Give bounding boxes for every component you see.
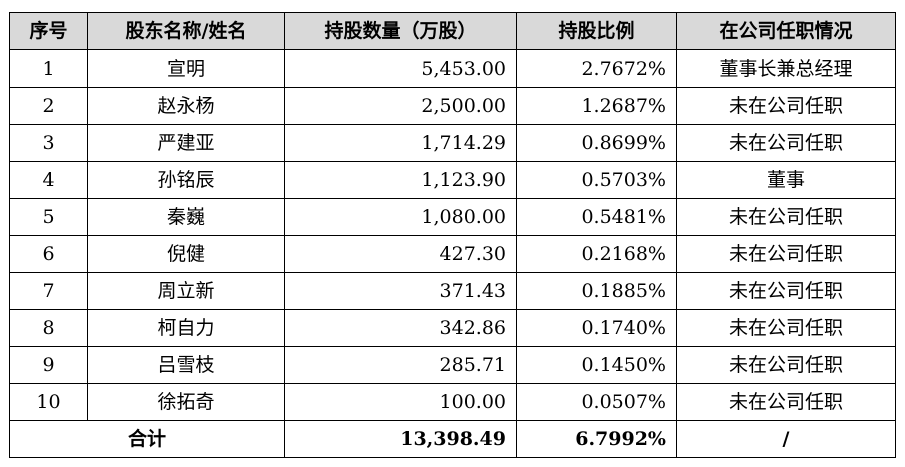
cell-ratio: 0.8699% xyxy=(516,124,677,162)
shareholder-table: 序号 股东名称/姓名 持股数量（万股） 持股比例 在公司任职情况 1 宣明 5,45… xyxy=(9,12,896,458)
cell-position: 未在公司任职 xyxy=(676,124,896,162)
cell-holder-name: 徐拓奇 xyxy=(87,383,285,421)
cell-shares: 285.71 xyxy=(284,346,517,384)
cell-holder-name: 柯自力 xyxy=(87,309,285,347)
cell-position: 未在公司任职 xyxy=(676,198,896,236)
cell-shares: 371.43 xyxy=(284,272,517,310)
cell-position: 未在公司任职 xyxy=(676,272,896,310)
table-row: 6 倪健 427.30 0.2168% 未在公司任职 xyxy=(9,235,896,273)
table-row: 5 秦巍 1,080.00 0.5481% 未在公司任职 xyxy=(9,198,896,236)
cell-shares: 2,500.00 xyxy=(284,87,517,125)
header-ratio: 持股比例 xyxy=(516,12,677,50)
cell-index: 6 xyxy=(9,235,88,273)
table-body: 1 宣明 5,453.00 2.7672% 董事长兼总经理 2 赵永杨 2,500.00 1.2… xyxy=(9,49,896,421)
cell-index: 5 xyxy=(9,198,88,236)
table-row: 4 孙铭辰 1,123.90 0.5703% 董事 xyxy=(9,161,896,199)
cell-position: 董事长兼总经理 xyxy=(676,49,896,88)
total-position: / xyxy=(676,420,896,458)
table-row: 1 宣明 5,453.00 2.7672% 董事长兼总经理 xyxy=(9,49,896,88)
cell-index: 2 xyxy=(9,87,88,125)
cell-position: 未在公司任职 xyxy=(676,87,896,125)
header-row: 序号 股东名称/姓名 持股数量（万股） 持股比例 在公司任职情况 xyxy=(9,12,896,50)
cell-index: 3 xyxy=(9,124,88,162)
cell-position: 未在公司任职 xyxy=(676,309,896,347)
table-row: 8 柯自力 342.86 0.1740% 未在公司任职 xyxy=(9,309,896,347)
cell-holder-name: 赵永杨 xyxy=(87,87,285,125)
cell-ratio: 0.1885% xyxy=(516,272,677,310)
cell-index: 7 xyxy=(9,272,88,310)
cell-position: 未在公司任职 xyxy=(676,383,896,421)
cell-holder-name: 孙铭辰 xyxy=(87,161,285,199)
cell-index: 10 xyxy=(9,383,88,421)
table-row: 9 吕雪枝 285.71 0.1450% 未在公司任职 xyxy=(9,346,896,384)
cell-shares: 100.00 xyxy=(284,383,517,421)
cell-ratio: 0.5481% xyxy=(516,198,677,236)
total-ratio: 6.7992% xyxy=(516,420,677,458)
cell-ratio: 2.7672% xyxy=(516,49,677,88)
table-header: 序号 股东名称/姓名 持股数量（万股） 持股比例 在公司任职情况 xyxy=(9,12,896,50)
cell-position: 未在公司任职 xyxy=(676,235,896,273)
cell-index: 8 xyxy=(9,309,88,347)
cell-ratio: 0.1740% xyxy=(516,309,677,347)
cell-shares: 1,080.00 xyxy=(284,198,517,236)
total-row: 合计 13,398.49 6.7992% / xyxy=(9,420,896,458)
cell-holder-name: 倪健 xyxy=(87,235,285,273)
total-label: 合计 xyxy=(9,420,285,458)
cell-ratio: 0.1450% xyxy=(516,346,677,384)
cell-holder-name: 吕雪枝 xyxy=(87,346,285,384)
table-row: 7 周立新 371.43 0.1885% 未在公司任职 xyxy=(9,272,896,310)
cell-index: 9 xyxy=(9,346,88,384)
table-row: 3 严建亚 1,714.29 0.8699% 未在公司任职 xyxy=(9,124,896,162)
cell-shares: 1,123.90 xyxy=(284,161,517,199)
header-shares: 持股数量（万股） xyxy=(284,12,517,50)
header-name: 股东名称/姓名 xyxy=(87,12,285,50)
cell-shares: 1,714.29 xyxy=(284,124,517,162)
cell-shares: 342.86 xyxy=(284,309,517,347)
total-shares: 13,398.49 xyxy=(284,420,517,458)
table-footer: 合计 13,398.49 6.7992% / xyxy=(9,420,896,458)
cell-ratio: 0.5703% xyxy=(516,161,677,199)
cell-holder-name: 秦巍 xyxy=(87,198,285,236)
table-row: 10 徐拓奇 100.00 0.0507% 未在公司任职 xyxy=(9,383,896,421)
cell-position: 董事 xyxy=(676,161,896,199)
header-position: 在公司任职情况 xyxy=(676,12,896,50)
cell-index: 4 xyxy=(9,161,88,199)
cell-shares: 427.30 xyxy=(284,235,517,273)
table-row: 2 赵永杨 2,500.00 1.2687% 未在公司任职 xyxy=(9,87,896,125)
cell-shares: 5,453.00 xyxy=(284,49,517,88)
cell-holder-name: 严建亚 xyxy=(87,124,285,162)
cell-position: 未在公司任职 xyxy=(676,346,896,384)
cell-ratio: 1.2687% xyxy=(516,87,677,125)
header-index: 序号 xyxy=(9,12,88,50)
cell-ratio: 0.2168% xyxy=(516,235,677,273)
cell-ratio: 0.0507% xyxy=(516,383,677,421)
cell-holder-name: 宣明 xyxy=(87,49,285,88)
cell-index: 1 xyxy=(9,49,88,88)
cell-holder-name: 周立新 xyxy=(87,272,285,310)
